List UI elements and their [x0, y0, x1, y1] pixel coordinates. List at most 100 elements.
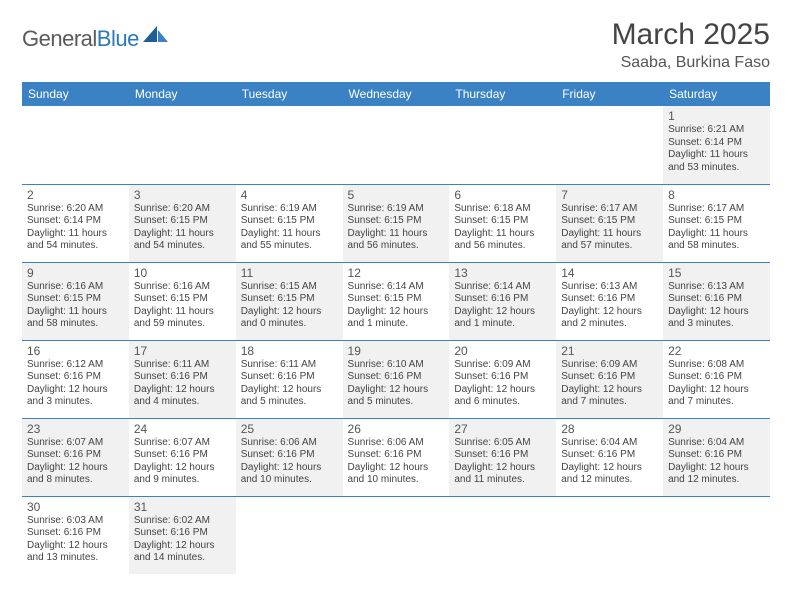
daylight-text: Daylight: 12 hours and 2 minutes. [561, 306, 658, 331]
calendar-cell-empty [556, 496, 663, 574]
daylight-text: Daylight: 12 hours and 12 minutes. [561, 462, 658, 487]
sunset-text: Sunset: 6:15 PM [561, 215, 658, 228]
day-number: 25 [241, 422, 338, 436]
day-number: 27 [454, 422, 551, 436]
daylight-text: Daylight: 12 hours and 14 minutes. [134, 540, 231, 565]
calendar-cell: 9Sunrise: 6:16 AMSunset: 6:15 PMDaylight… [22, 262, 129, 340]
calendar-cell: 2Sunrise: 6:20 AMSunset: 6:14 PMDaylight… [22, 184, 129, 262]
day-number: 3 [134, 188, 231, 202]
calendar-row: 23Sunrise: 6:07 AMSunset: 6:16 PMDayligh… [22, 418, 770, 496]
day-number: 5 [348, 188, 445, 202]
calendar-cell: 12Sunrise: 6:14 AMSunset: 6:15 PMDayligh… [343, 262, 450, 340]
sunset-text: Sunset: 6:16 PM [454, 371, 551, 384]
daylight-text: Daylight: 12 hours and 1 minute. [348, 306, 445, 331]
day-number: 13 [454, 266, 551, 280]
day-number: 7 [561, 188, 658, 202]
sunset-text: Sunset: 6:15 PM [454, 215, 551, 228]
calendar-cell: 18Sunrise: 6:11 AMSunset: 6:16 PMDayligh… [236, 340, 343, 418]
sunrise-text: Sunrise: 6:06 AM [241, 437, 338, 450]
logo-text: GeneralBlue [22, 26, 139, 52]
sunrise-text: Sunrise: 6:20 AM [134, 203, 231, 216]
sunset-text: Sunset: 6:15 PM [668, 215, 765, 228]
daylight-text: Daylight: 12 hours and 7 minutes. [561, 384, 658, 409]
sail-icon [143, 24, 169, 47]
calendar-cell-empty [343, 106, 450, 184]
calendar-cell-empty [663, 496, 770, 574]
sunset-text: Sunset: 6:16 PM [561, 293, 658, 306]
weekday-header: Thursday [449, 82, 556, 106]
sunset-text: Sunset: 6:16 PM [668, 293, 765, 306]
day-number: 10 [134, 266, 231, 280]
day-number: 31 [134, 500, 231, 514]
weekday-header: Friday [556, 82, 663, 106]
sunrise-text: Sunrise: 6:13 AM [668, 281, 765, 294]
daylight-text: Daylight: 12 hours and 10 minutes. [241, 462, 338, 487]
weekday-header: Tuesday [236, 82, 343, 106]
sunset-text: Sunset: 6:16 PM [134, 371, 231, 384]
sunrise-text: Sunrise: 6:17 AM [561, 203, 658, 216]
calendar-cell: 1Sunrise: 6:21 AMSunset: 6:14 PMDaylight… [663, 106, 770, 184]
weekday-header: Saturday [663, 82, 770, 106]
calendar-cell: 25Sunrise: 6:06 AMSunset: 6:16 PMDayligh… [236, 418, 343, 496]
header: GeneralBlue March 2025 Saaba, Burkina Fa… [22, 18, 770, 72]
calendar-row: 2Sunrise: 6:20 AMSunset: 6:14 PMDaylight… [22, 184, 770, 262]
sunset-text: Sunset: 6:16 PM [241, 449, 338, 462]
sunset-text: Sunset: 6:16 PM [348, 449, 445, 462]
sunrise-text: Sunrise: 6:16 AM [27, 281, 124, 294]
calendar-cell-empty [449, 106, 556, 184]
calendar-cell: 17Sunrise: 6:11 AMSunset: 6:16 PMDayligh… [129, 340, 236, 418]
sunset-text: Sunset: 6:15 PM [27, 293, 124, 306]
sunrise-text: Sunrise: 6:07 AM [27, 437, 124, 450]
weekday-header: Wednesday [343, 82, 450, 106]
calendar-row: 9Sunrise: 6:16 AMSunset: 6:15 PMDaylight… [22, 262, 770, 340]
location: Saaba, Burkina Faso [612, 54, 770, 72]
sunrise-text: Sunrise: 6:11 AM [241, 359, 338, 372]
sunset-text: Sunset: 6:15 PM [348, 293, 445, 306]
sunset-text: Sunset: 6:16 PM [668, 449, 765, 462]
daylight-text: Daylight: 11 hours and 59 minutes. [134, 306, 231, 331]
day-number: 24 [134, 422, 231, 436]
calendar-row: 30Sunrise: 6:03 AMSunset: 6:16 PMDayligh… [22, 496, 770, 574]
daylight-text: Daylight: 11 hours and 58 minutes. [668, 228, 765, 253]
sunset-text: Sunset: 6:16 PM [561, 449, 658, 462]
title-block: March 2025 Saaba, Burkina Faso [612, 18, 770, 72]
sunrise-text: Sunrise: 6:13 AM [561, 281, 658, 294]
day-number: 17 [134, 344, 231, 358]
sunset-text: Sunset: 6:16 PM [668, 371, 765, 384]
sunset-text: Sunset: 6:16 PM [348, 371, 445, 384]
calendar-cell-empty [343, 496, 450, 574]
day-number: 18 [241, 344, 338, 358]
sunrise-text: Sunrise: 6:07 AM [134, 437, 231, 450]
logo-text-gray: General [22, 26, 97, 51]
calendar-header-row: SundayMondayTuesdayWednesdayThursdayFrid… [22, 82, 770, 106]
day-number: 16 [27, 344, 124, 358]
sunrise-text: Sunrise: 6:12 AM [27, 359, 124, 372]
calendar-body: 1Sunrise: 6:21 AMSunset: 6:14 PMDaylight… [22, 106, 770, 574]
sunrise-text: Sunrise: 6:11 AM [134, 359, 231, 372]
calendar-cell: 10Sunrise: 6:16 AMSunset: 6:15 PMDayligh… [129, 262, 236, 340]
calendar-cell: 26Sunrise: 6:06 AMSunset: 6:16 PMDayligh… [343, 418, 450, 496]
calendar-cell-empty [236, 496, 343, 574]
sunrise-text: Sunrise: 6:15 AM [241, 281, 338, 294]
daylight-text: Daylight: 11 hours and 54 minutes. [134, 228, 231, 253]
sunset-text: Sunset: 6:16 PM [454, 449, 551, 462]
daylight-text: Daylight: 12 hours and 0 minutes. [241, 306, 338, 331]
calendar-cell: 6Sunrise: 6:18 AMSunset: 6:15 PMDaylight… [449, 184, 556, 262]
sunrise-text: Sunrise: 6:06 AM [348, 437, 445, 450]
sunrise-text: Sunrise: 6:21 AM [668, 124, 765, 137]
sunrise-text: Sunrise: 6:18 AM [454, 203, 551, 216]
month-title: March 2025 [612, 18, 770, 52]
day-number: 14 [561, 266, 658, 280]
daylight-text: Daylight: 12 hours and 11 minutes. [454, 462, 551, 487]
calendar-cell-empty [22, 106, 129, 184]
sunrise-text: Sunrise: 6:08 AM [668, 359, 765, 372]
daylight-text: Daylight: 12 hours and 5 minutes. [348, 384, 445, 409]
sunrise-text: Sunrise: 6:14 AM [454, 281, 551, 294]
day-number: 19 [348, 344, 445, 358]
calendar-cell-empty [556, 106, 663, 184]
sunrise-text: Sunrise: 6:16 AM [134, 281, 231, 294]
calendar-cell: 16Sunrise: 6:12 AMSunset: 6:16 PMDayligh… [22, 340, 129, 418]
calendar-cell: 29Sunrise: 6:04 AMSunset: 6:16 PMDayligh… [663, 418, 770, 496]
daylight-text: Daylight: 12 hours and 1 minute. [454, 306, 551, 331]
sunset-text: Sunset: 6:15 PM [134, 293, 231, 306]
